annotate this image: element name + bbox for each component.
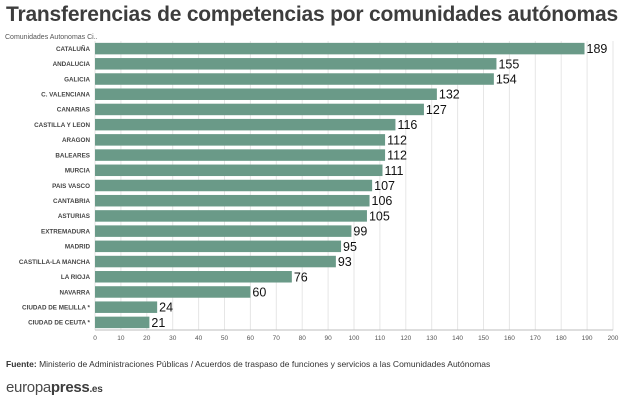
x-tick-label: 10	[117, 335, 125, 342]
bar	[95, 210, 367, 222]
chart-title: Transferencias de competencias por comun…	[6, 3, 618, 26]
x-tick-label: 40	[195, 335, 203, 342]
bar	[95, 42, 585, 55]
data-label: 112	[387, 149, 407, 163]
category-label: MADRID	[65, 244, 91, 251]
x-tick-label: 70	[273, 335, 281, 342]
bar	[95, 286, 251, 298]
bar	[95, 301, 158, 313]
data-label: 116	[397, 118, 417, 132]
bar	[95, 255, 336, 268]
data-label: 105	[369, 209, 390, 223]
x-tick-label: 90	[324, 335, 332, 342]
category-label: GALICIA	[64, 76, 90, 83]
bar	[95, 225, 352, 237]
x-tick-label: 140	[452, 335, 463, 342]
data-label: 60	[252, 285, 266, 299]
category-label: MURCIA	[65, 168, 91, 175]
bar	[95, 88, 437, 100]
data-label: 112	[387, 133, 407, 147]
x-tick-label: 80	[299, 335, 307, 342]
x-tick-label: 100	[349, 335, 360, 342]
category-label: BALEARES	[55, 152, 90, 159]
x-tick-label: 60	[247, 335, 255, 342]
data-label: 106	[372, 194, 393, 208]
category-label: NAVARRA	[59, 289, 90, 296]
category-label: CASTILLA-LA MANCHA	[19, 259, 91, 266]
logo-part-2: press	[50, 379, 90, 396]
x-tick-label: 20	[143, 335, 151, 342]
category-label: ASTURIAS	[58, 213, 90, 220]
x-tick-label: 50	[221, 335, 229, 342]
category-label: ARAGON	[62, 137, 90, 144]
bar	[95, 149, 386, 161]
x-tick-label: 120	[400, 335, 411, 342]
category-label: LA RIOJA	[61, 274, 91, 281]
data-label: 155	[498, 57, 519, 71]
category-label: CANARIAS	[57, 107, 90, 114]
source-note: Fuente: Ministerio de Administraciones P…	[6, 359, 490, 369]
logo-part-3: .es	[89, 384, 103, 395]
data-label: 111	[384, 164, 403, 178]
bar	[95, 194, 370, 207]
category-label: CANTABRIA	[53, 198, 90, 205]
bar-chart: 0 10 20 30 40 50 60 70 80 90 100 110 120 130 140 150 160…	[19, 41, 619, 342]
bar	[95, 118, 396, 131]
x-tick-label: 170	[530, 335, 541, 342]
source-text: Ministerio de Administraciones Públicas …	[36, 359, 491, 369]
data-label: 127	[426, 103, 447, 117]
data-label: 189	[587, 42, 608, 56]
category-label: CIUDAD DE MELILLA *	[22, 304, 91, 311]
dimension-label: Comunidades Autonomas Ci..	[5, 34, 98, 41]
data-label: 93	[338, 255, 352, 269]
data-label: 154	[496, 73, 517, 87]
category-label: ANDALUCIA	[53, 61, 91, 68]
logo-part-1: europa	[6, 379, 51, 396]
category-label: CIUDAD DE CEUTA *	[28, 320, 90, 327]
bar	[95, 240, 342, 253]
category-label: PAIS VASCO	[52, 183, 90, 190]
category-label: EXTREMADURA	[41, 228, 90, 235]
data-label: 99	[353, 225, 367, 239]
x-tick-label: 160	[504, 335, 515, 342]
bar	[95, 271, 292, 283]
x-tick-label: 150	[478, 335, 489, 342]
x-tick-label: 130	[426, 335, 437, 342]
x-tick-label: 200	[608, 335, 619, 342]
data-label: 95	[343, 240, 357, 254]
bar	[95, 73, 494, 85]
data-label: 21	[151, 316, 165, 330]
x-tick-label: 190	[582, 335, 593, 342]
bar	[95, 134, 386, 146]
category-label: CASTILLA Y LEON	[34, 122, 90, 129]
x-tick-label: 110	[375, 335, 386, 342]
data-label: 24	[159, 301, 173, 315]
bar	[95, 179, 373, 192]
bar	[95, 164, 383, 177]
category-label: CATALUÑA	[56, 44, 90, 53]
data-label: 107	[374, 179, 395, 193]
data-label: 132	[439, 88, 460, 102]
bar	[95, 58, 497, 70]
europapress-logo: europapress.es	[6, 379, 103, 396]
bar	[95, 103, 424, 116]
source-label: Fuente:	[6, 359, 37, 369]
x-tick-label: 180	[556, 335, 567, 342]
bar	[95, 316, 150, 329]
data-label: 76	[294, 270, 308, 284]
category-label: C. VALENCIANA	[41, 92, 90, 99]
x-tick-label: 0	[93, 335, 97, 342]
x-tick-label: 30	[169, 335, 177, 342]
